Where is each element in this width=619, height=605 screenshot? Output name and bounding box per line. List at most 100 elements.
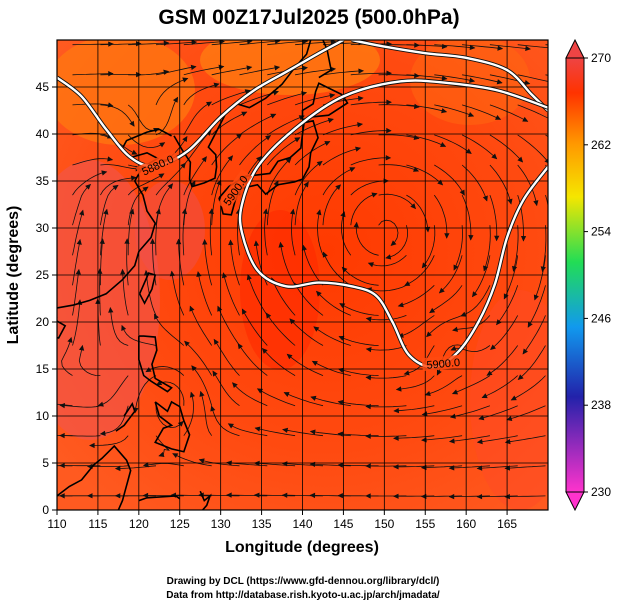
- streamline: [143, 462, 184, 467]
- streamline: [478, 405, 518, 420]
- streamline: [155, 435, 171, 457]
- streamline-arrowhead: [198, 458, 205, 464]
- streamline-arrowhead: [482, 195, 488, 202]
- y-tick-label: 15: [36, 362, 50, 376]
- streamline-arrowhead: [365, 403, 371, 410]
- streamline-arrowhead: [436, 369, 442, 376]
- streamline-arrowhead: [129, 120, 135, 127]
- streamline-arrowhead: [483, 265, 489, 272]
- warm-patch-west: [57, 160, 160, 440]
- streamline: [439, 255, 463, 294]
- streamline: [239, 66, 280, 76]
- y-tick-label: 0: [42, 503, 49, 517]
- streamline: [368, 255, 407, 267]
- streamline-arrowhead: [59, 432, 65, 439]
- streamline: [534, 255, 546, 301]
- streamline-arrowhead: [357, 122, 363, 128]
- streamline: [317, 209, 324, 256]
- streamline-arrowhead: [145, 367, 152, 373]
- streamline-arrowhead: [507, 198, 513, 205]
- streamline-arrowhead: [182, 136, 188, 143]
- streamline-arrowhead: [75, 268, 81, 275]
- streamline-arrowhead: [395, 386, 402, 392]
- streamline: [350, 193, 378, 226]
- x-tick-label: 125: [170, 517, 190, 531]
- streamline: [338, 433, 379, 437]
- streamline: [257, 388, 296, 407]
- streamline: [59, 435, 101, 437]
- streamline-arrowhead: [246, 274, 252, 281]
- streamline: [489, 164, 512, 205]
- streamline: [100, 104, 135, 127]
- streamline: [545, 44, 548, 46]
- streamline: [155, 405, 184, 429]
- streamline-arrowhead: [289, 208, 296, 215]
- streamline-arrowhead: [246, 65, 253, 71]
- x-axis-label: Longitude (degrees): [225, 539, 379, 556]
- streamline-arrowhead: [114, 465, 121, 472]
- streamline-arrowhead: [337, 462, 344, 468]
- streamline-arrowhead: [357, 95, 364, 102]
- streamline: [122, 269, 129, 316]
- y-tick-label: 25: [36, 268, 50, 282]
- coastline: [225, 40, 312, 114]
- streamline: [239, 135, 271, 166]
- streamline: [293, 282, 324, 316]
- streamline: [171, 271, 185, 316]
- streamline: [89, 435, 129, 446]
- contour-5880: [57, 40, 344, 168]
- contour-label-bg: [135, 149, 180, 180]
- streamline: [100, 238, 104, 286]
- streamline: [496, 285, 519, 325]
- streamline: [421, 435, 463, 441]
- streamline-arrowhead: [79, 209, 85, 216]
- streamline: [434, 74, 475, 82]
- streamline-arrowhead: [158, 173, 165, 179]
- streamline-arrowhead: [286, 353, 293, 360]
- y-tick-label: 10: [36, 409, 50, 423]
- streamline-arrowhead: [311, 360, 318, 366]
- streamline-arrowhead: [217, 305, 223, 312]
- cool-patch-north-west: [57, 40, 195, 145]
- streamline: [191, 365, 213, 406]
- streamline-arrowhead: [172, 453, 179, 459]
- streamline: [189, 306, 213, 346]
- streamline-arrowhead: [32, 494, 37, 498]
- coastline: [301, 82, 349, 121]
- streamline-arrowhead: [517, 156, 524, 163]
- streamline: [310, 431, 351, 437]
- contour-label-bg: [217, 169, 253, 212]
- streamline: [183, 41, 225, 46]
- streamline-arrowhead: [154, 313, 159, 320]
- streamline-arrowhead: [337, 493, 343, 499]
- streamline: [183, 83, 220, 106]
- streamline-arrowhead: [76, 238, 82, 245]
- streamline-arrowhead: [385, 155, 392, 161]
- streamline-arrowhead: [32, 401, 37, 405]
- streamline: [422, 405, 463, 415]
- streamline-arrowhead: [201, 156, 207, 163]
- streamline: [211, 406, 240, 437]
- streamline-arrowhead: [385, 254, 392, 260]
- streamline: [154, 314, 185, 346]
- streamline: [228, 423, 268, 437]
- streamline: [294, 160, 323, 196]
- streamline: [365, 435, 407, 437]
- streamline: [542, 225, 547, 272]
- streamline: [341, 267, 379, 286]
- streamline-arrowhead: [497, 45, 504, 51]
- streamline: [302, 245, 324, 286]
- streamline-arrowhead: [227, 423, 234, 429]
- streamline-arrowhead: [281, 492, 288, 498]
- streamline-arrowhead: [316, 209, 322, 216]
- coastline: [138, 495, 181, 502]
- streamline-arrowhead: [413, 166, 420, 172]
- streamline-arrowhead: [410, 203, 416, 210]
- streamline: [517, 44, 548, 49]
- streamline-arrowhead: [270, 113, 277, 119]
- coastline: [115, 401, 136, 432]
- streamline-arrowhead: [324, 141, 331, 146]
- streamline-arrowhead: [253, 240, 260, 247]
- streamline-arrowhead: [316, 290, 322, 297]
